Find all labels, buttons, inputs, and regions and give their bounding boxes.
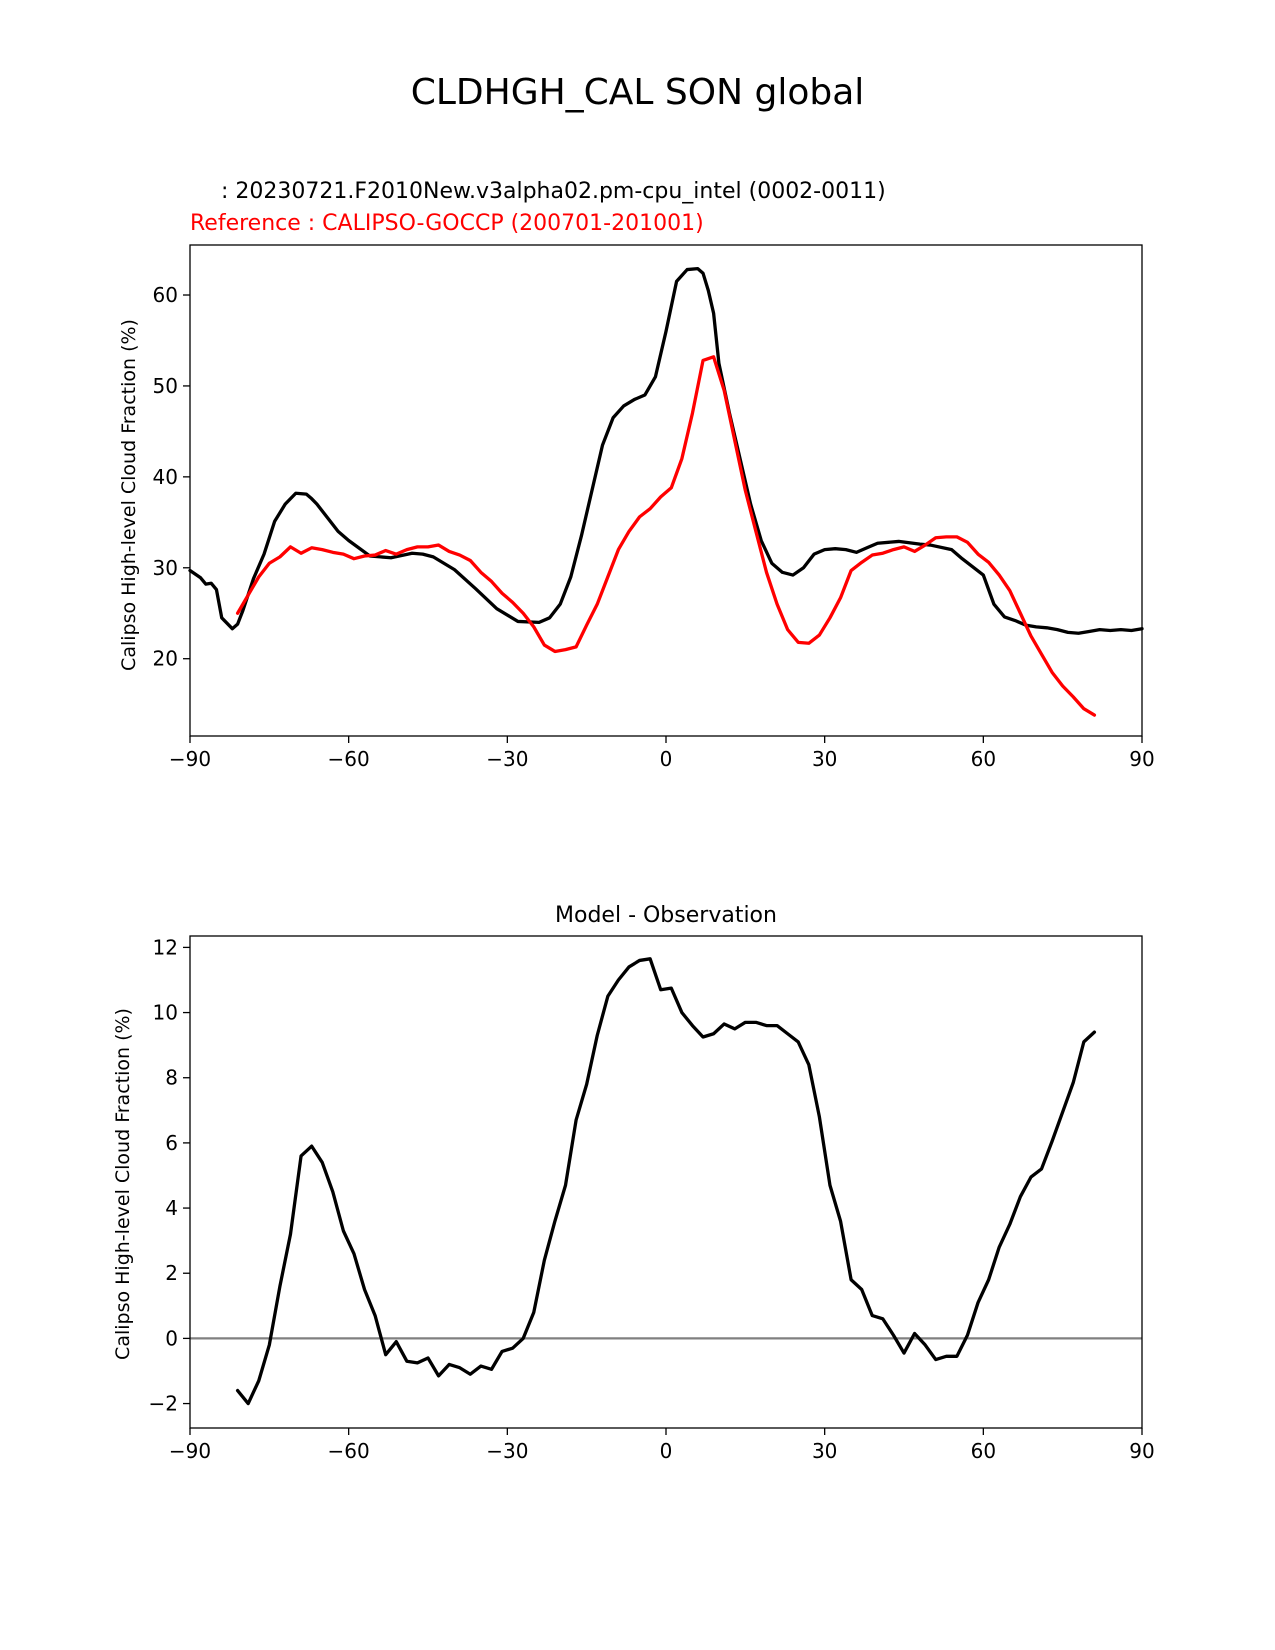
y-tick-label: 40 (153, 465, 178, 489)
top-axis-ticks: −90 −60 −30 0 30 60 90 20 30 40 50 60 (153, 283, 1155, 771)
reference-line (235, 355, 1097, 717)
y-tick-label: 8 (165, 1066, 178, 1090)
x-tick-label: 30 (812, 1439, 837, 1463)
x-tick-label: 60 (971, 1439, 996, 1463)
bottom-plot-frame (189, 935, 1143, 1429)
difference-line (235, 957, 1097, 1406)
top-plot-frame (189, 244, 1143, 737)
y-tick-label: 6 (165, 1131, 178, 1155)
x-tick-label: 30 (812, 747, 837, 771)
bottom-axis-ticks: −90 −60 −30 0 30 60 90 −2 0 2 4 6 8 10 12 (149, 935, 1155, 1463)
top-y-axis-label: Calipso High-level Cloud Fraction (%) (118, 319, 140, 671)
bottom-data-lines (190, 957, 1142, 1406)
y-tick-label: 60 (153, 283, 178, 307)
x-tick-label: −90 (169, 1439, 211, 1463)
x-tick-label: −60 (328, 747, 370, 771)
test-label: : 20230721.F2010New.v3alpha02.pm-cpu_int… (207, 179, 886, 204)
x-tick-label: −60 (328, 1439, 370, 1463)
x-tick-label: 90 (1129, 747, 1154, 771)
y-tick-label: 20 (153, 647, 178, 671)
top-panel: : 20230721.F2010New.v3alpha02.pm-cpu_int… (118, 179, 1155, 771)
bottom-y-axis-label: Calipso High-level Cloud Fraction (%) (112, 1008, 134, 1360)
model-line (188, 266, 1144, 635)
reference-label: Reference : CALIPSO-GOCCP (200701-201001… (190, 211, 704, 236)
y-tick-label: 12 (153, 935, 178, 959)
x-tick-label: 0 (660, 1439, 673, 1463)
y-tick-label: 4 (165, 1196, 178, 1220)
x-tick-label: −90 (169, 747, 211, 771)
y-tick-label: 10 (153, 1001, 178, 1025)
x-tick-label: −30 (486, 1439, 528, 1463)
y-tick-label: 30 (153, 556, 178, 580)
bottom-panel: Model - Observation Calipso High-level C… (112, 903, 1155, 1463)
y-tick-label: −2 (149, 1392, 178, 1416)
bottom-title: Model - Observation (555, 903, 777, 928)
x-tick-label: 90 (1129, 1439, 1154, 1463)
y-tick-label: 50 (153, 374, 178, 398)
y-tick-label: 2 (165, 1261, 178, 1285)
x-tick-label: −30 (486, 747, 528, 771)
x-tick-label: 60 (971, 747, 996, 771)
x-tick-label: 0 (660, 747, 673, 771)
page-title: CLDHGH_CAL SON global (410, 72, 865, 113)
top-data-lines (188, 266, 1144, 717)
y-tick-label: 0 (165, 1326, 178, 1350)
